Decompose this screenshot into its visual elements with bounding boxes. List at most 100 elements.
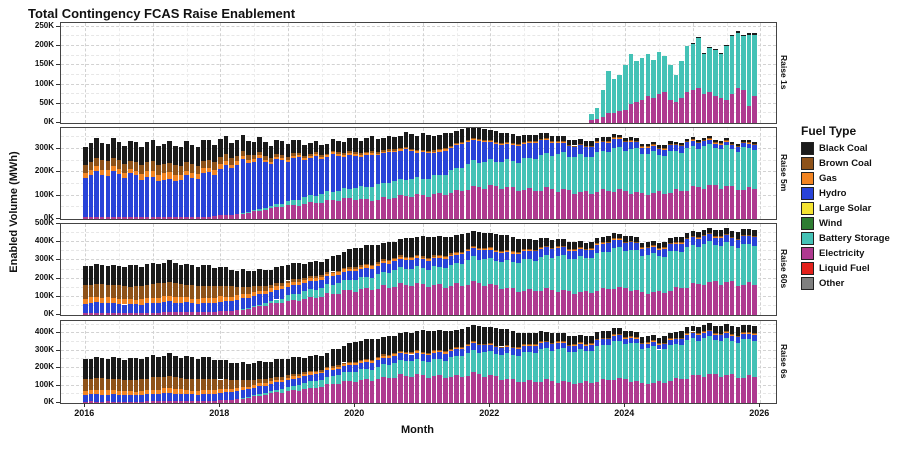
bar-segment-electricity xyxy=(358,289,364,315)
bar-segment-gas xyxy=(111,165,116,171)
bar-segment-battery-storage xyxy=(386,183,392,199)
bar-segment-black-coal xyxy=(414,135,420,150)
bar-segment-brown-coal xyxy=(414,254,420,257)
bar-segment-hydro xyxy=(173,302,178,313)
bar-segment-electricity xyxy=(398,194,403,219)
bar-segment-brown-coal xyxy=(206,378,212,391)
bar-segment-black-coal xyxy=(128,357,133,381)
bar-segment-hydro xyxy=(257,293,262,305)
bar-segment-gas xyxy=(206,168,212,173)
bar-segment-electricity xyxy=(752,284,757,315)
bar-segment-battery-storage xyxy=(459,356,465,377)
bar-segment-black-coal xyxy=(538,133,544,139)
bar-segment-gas xyxy=(673,144,679,145)
bar-segment-black-coal xyxy=(111,138,116,158)
bar-segment-brown-coal xyxy=(645,246,650,248)
bar-segment-gas xyxy=(403,147,409,150)
y-tick-mark xyxy=(56,25,60,27)
bar-segment-electricity xyxy=(752,377,757,403)
bar-segment-hydro xyxy=(589,344,594,351)
bar-segment-brown-coal xyxy=(161,283,167,296)
bar-segment-hydro xyxy=(549,142,555,156)
bar-segment-battery-storage xyxy=(752,246,757,285)
bar-segment-battery-storage xyxy=(566,258,572,291)
bar-segment-gas xyxy=(144,297,150,304)
bar-segment-electricity xyxy=(746,186,752,219)
bar-segment-gas xyxy=(263,159,268,162)
bar-segment-battery-storage xyxy=(746,147,752,187)
bar-segment-hydro xyxy=(583,250,589,259)
bar-segment-black-coal xyxy=(313,354,319,371)
bar-segment-brown-coal xyxy=(246,286,251,295)
bar-segment-gas xyxy=(330,367,335,370)
bar-segment-brown-coal xyxy=(206,159,212,169)
bar-segment-hydro xyxy=(566,146,572,157)
bar-segment-battery-storage xyxy=(566,351,572,382)
bar-segment-hydro xyxy=(521,251,527,260)
bar-segment-battery-storage xyxy=(459,263,465,286)
bar-segment-black-coal xyxy=(684,138,690,141)
bar-segment-hydro xyxy=(240,159,245,214)
bar-segment-electricity xyxy=(116,312,122,315)
bar-segment-brown-coal xyxy=(274,283,279,287)
bar-segment-gas xyxy=(94,166,99,172)
bar-segment-gas xyxy=(229,296,234,302)
bar-segment-electricity xyxy=(538,381,544,403)
bar-segment-black-coal xyxy=(330,349,335,367)
bar-segment-battery-storage xyxy=(375,184,380,200)
bar-segment-brown-coal xyxy=(431,255,437,257)
bar-segment-hydro xyxy=(296,157,302,200)
bar-segment-gas xyxy=(521,249,527,252)
bar-segment-brown-coal xyxy=(212,162,217,171)
bar-segment-electricity xyxy=(279,303,285,315)
bar-segment-battery-storage xyxy=(555,348,560,383)
x-tick-label: 2018 xyxy=(209,408,230,418)
bar-segment-brown-coal xyxy=(99,160,105,170)
bar-segment-brown-coal xyxy=(336,270,341,273)
bar-segment-black-coal xyxy=(381,336,386,355)
y-tick-mark xyxy=(56,277,60,279)
bar-segment-gas xyxy=(527,141,532,143)
bar-segment-brown-coal xyxy=(285,156,290,160)
bar-segment-black-coal xyxy=(527,332,532,345)
bar-segment-electricity xyxy=(122,401,127,403)
bar-segment-battery-storage xyxy=(426,269,431,288)
bar-segment-electricity xyxy=(729,94,735,123)
bar-segment-gas xyxy=(544,341,549,343)
bar-segment-battery-storage xyxy=(662,55,667,93)
bar-segment-hydro xyxy=(313,280,319,290)
bar-segment-electricity xyxy=(133,401,139,403)
bar-segment-black-coal xyxy=(690,43,695,45)
bar-segment-brown-coal xyxy=(701,234,707,236)
bar-segment-gas xyxy=(173,297,178,303)
bar-segment-battery-storage xyxy=(302,382,307,390)
bar-segment-black-coal xyxy=(690,325,695,332)
bar-segment-hydro xyxy=(251,387,257,396)
bar-segment-brown-coal xyxy=(308,275,313,278)
bar-segment-hydro xyxy=(105,303,110,313)
bar-segment-electricity xyxy=(128,401,133,403)
bar-segment-electricity xyxy=(746,105,752,123)
bar-segment-brown-coal xyxy=(443,148,448,150)
bar-segment-battery-storage xyxy=(431,266,437,285)
bar-segment-battery-storage xyxy=(263,303,268,306)
bar-segment-black-coal xyxy=(88,265,94,286)
bar-segment-electricity xyxy=(364,288,369,315)
bar-segment-battery-storage xyxy=(673,344,679,378)
bar-segment-black-coal xyxy=(184,141,189,163)
bar-segment-gas xyxy=(156,174,161,182)
bar-segment-hydro xyxy=(167,301,172,313)
bar-segment-electricity xyxy=(476,283,482,315)
bar-segment-brown-coal xyxy=(178,165,184,175)
bar-segment-gas xyxy=(381,260,386,264)
bar-segment-battery-storage xyxy=(369,277,375,291)
bar-segment-brown-coal xyxy=(94,284,99,297)
bar-segment-hydro xyxy=(549,249,555,258)
bar-segment-hydro xyxy=(651,246,656,254)
bar-segment-black-coal xyxy=(707,227,712,233)
bar-segment-electricity xyxy=(606,379,611,403)
bar-segment-battery-storage xyxy=(561,152,566,190)
bar-segment-gas xyxy=(296,155,302,158)
bar-segment-hydro xyxy=(330,369,335,377)
bar-segment-battery-storage xyxy=(499,262,504,290)
